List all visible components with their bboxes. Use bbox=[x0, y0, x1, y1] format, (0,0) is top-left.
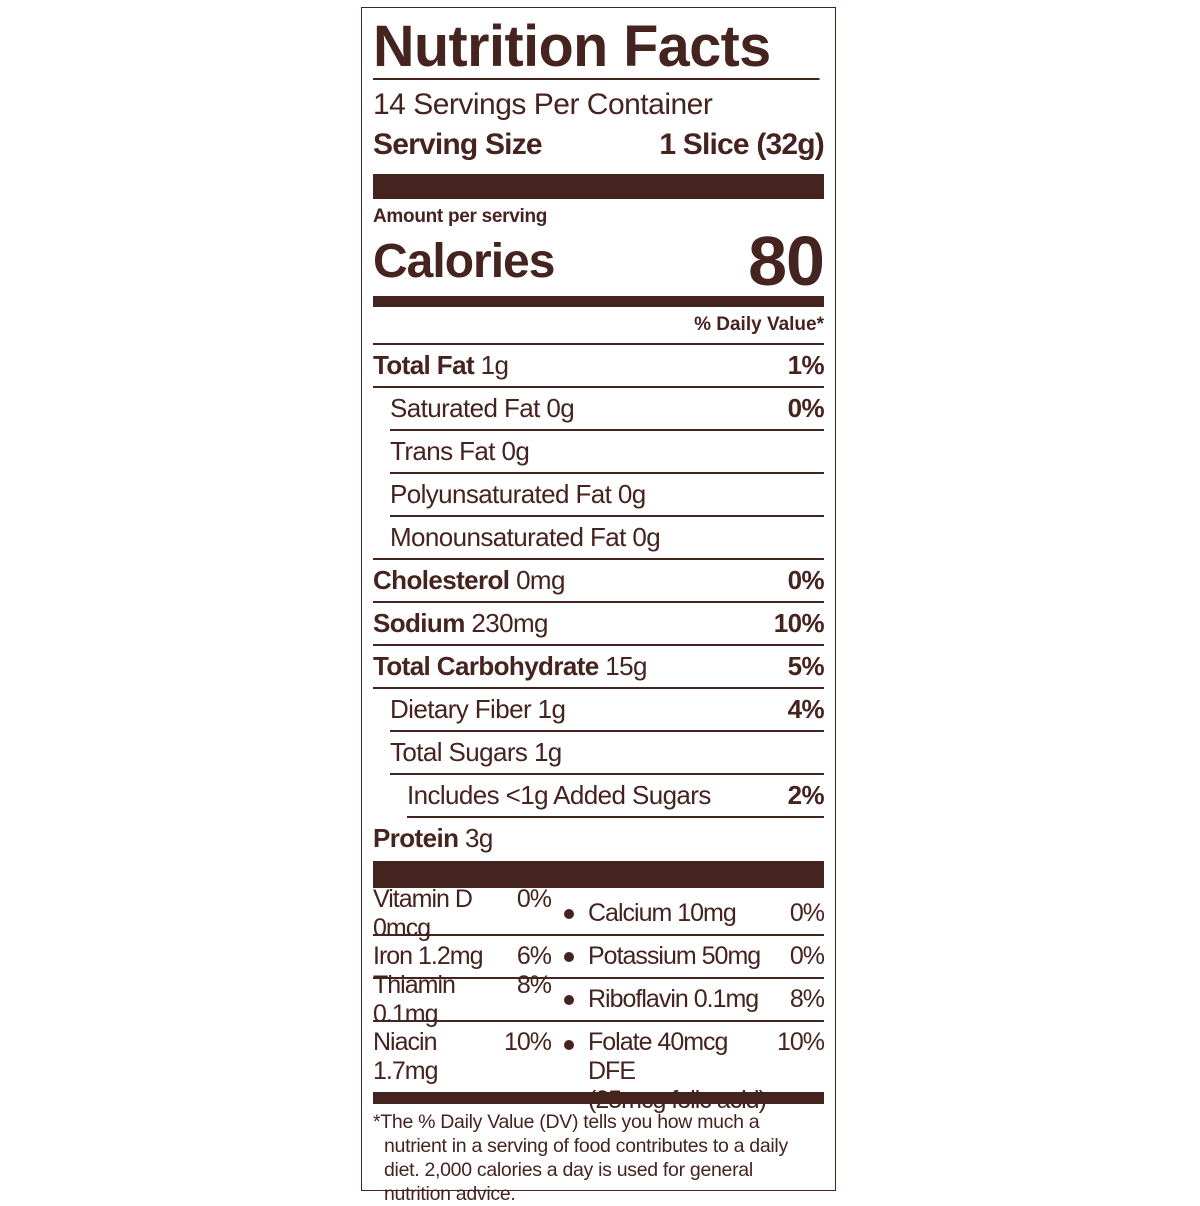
vitamin-name: Calcium 10mg bbox=[588, 899, 737, 927]
nutrient-name: Sodium bbox=[373, 608, 465, 638]
serving-size-label: Serving Size bbox=[373, 128, 543, 161]
nutrient-row-dietary-fiber: Dietary Fiber 1g 4% bbox=[390, 689, 825, 732]
vitamin-dv: 0% bbox=[516, 884, 552, 913]
thick-divider bbox=[373, 174, 824, 199]
nutrient-row-total-sugars: Total Sugars 1g bbox=[390, 732, 824, 775]
nutrient-name: Total Fat bbox=[373, 350, 475, 380]
vitamin-row: Niacin 1.7mg 10% Folate 40mcg DFE 10% (25m… bbox=[373, 1022, 825, 1114]
vitamin-row: Thiamin 0.1mg 8% Riboflavin 0.1mg 8% bbox=[373, 971, 825, 1028]
nutrient-name: Protein bbox=[373, 823, 459, 853]
serving-size-value: 1 Slice (32g) bbox=[659, 128, 824, 161]
vitamin-name: Riboflavin 0.1mg bbox=[588, 985, 759, 1013]
vitamin-row: Iron 1.2mg 6% Potassium 50mg 0% bbox=[373, 936, 825, 979]
vitamin-note: (25mcg folic acid) bbox=[588, 1086, 767, 1114]
calories-row: Calories 80 bbox=[373, 222, 825, 300]
nutrient-row-total-fat: Total Fat 1g 1% bbox=[373, 345, 825, 388]
footnote: *The % Daily Value (DV) tells you how mu… bbox=[373, 1104, 824, 1206]
nutrient-amount: 1g bbox=[480, 350, 509, 380]
daily-value-header-text: % Daily Value* bbox=[694, 314, 824, 335]
nutrient-name: Trans Fat 0g bbox=[390, 436, 530, 466]
calories-value: 80 bbox=[748, 222, 825, 300]
calories-label: Calories bbox=[373, 234, 555, 288]
vitamin-name: Folate 40mcg DFE bbox=[588, 1028, 728, 1085]
vitamin-dv: 0% bbox=[789, 899, 825, 927]
bullet-icon bbox=[564, 951, 574, 962]
nutrient-dv: 0% bbox=[787, 565, 825, 595]
vitamin-name: Thiamin 0.1mg bbox=[373, 970, 456, 1028]
nutrient-name: Total Sugars 1g bbox=[390, 737, 562, 767]
nutrient-row-added-sugars: Includes <1g Added Sugars 2% bbox=[407, 775, 825, 818]
vitamin-dv: 0% bbox=[789, 942, 825, 970]
vitamin-dv: 6% bbox=[516, 942, 552, 970]
vitamin-dv: 8% bbox=[789, 985, 825, 1013]
nutrient-row-saturated-fat: Saturated Fat 0g 0% bbox=[390, 388, 825, 431]
nutrient-row-sodium: Sodium 230mg 10% bbox=[373, 603, 825, 646]
vitamin-row: Vitamin D 0mcg 0% Calcium 10mg 0% bbox=[373, 885, 825, 942]
nutrient-amount: 0mg bbox=[516, 565, 565, 595]
nutrient-dv: 2% bbox=[787, 780, 825, 810]
vitamin-dv: 10% bbox=[503, 1028, 552, 1056]
nutrient-row-cholesterol: Cholesterol 0mg 0% bbox=[373, 560, 825, 603]
amount-per-serving: Amount per serving bbox=[373, 206, 548, 227]
nutrient-name: Saturated Fat 0g bbox=[390, 393, 575, 423]
nutrient-dv: 10% bbox=[773, 608, 825, 638]
nutrient-name: Includes <1g Added Sugars bbox=[407, 780, 711, 810]
nutrient-amount: 230mg bbox=[471, 608, 548, 638]
nutrient-dv: 0% bbox=[787, 393, 825, 423]
medium-divider bbox=[373, 296, 824, 307]
nutrient-row-total-carbohydrate: Total Carbohydrate 15g 5% bbox=[373, 646, 825, 689]
nutrient-dv: 5% bbox=[787, 651, 825, 681]
vitamin-dv: 10% bbox=[776, 1028, 825, 1056]
footnote-text: *The % Daily Value (DV) tells you how mu… bbox=[373, 1111, 788, 1205]
nutrition-facts-label: Nutrition Facts 14 Servings Per Containe… bbox=[361, 7, 836, 1205]
medium-divider bbox=[373, 1092, 824, 1104]
bullet-icon bbox=[564, 908, 574, 919]
nutrient-row-monounsaturated-fat: Monounsaturated Fat 0g bbox=[373, 517, 824, 560]
nutrient-row-trans-fat: Trans Fat 0g bbox=[390, 431, 824, 474]
nutrient-dv: 4% bbox=[787, 694, 825, 724]
servings-per-container: 14 Servings Per Container bbox=[373, 88, 713, 121]
nutrient-amount: 3g bbox=[465, 823, 493, 853]
nutrient-name: Dietary Fiber 1g bbox=[390, 694, 566, 724]
bullet-icon bbox=[564, 994, 574, 1005]
nutrient-name: Polyunsaturated Fat 0g bbox=[390, 479, 646, 509]
nutrient-name: Total Carbohydrate bbox=[373, 651, 599, 681]
nutrient-dv: 1% bbox=[787, 350, 825, 380]
nutrient-name: Cholesterol bbox=[373, 565, 510, 595]
label-title: Nutrition Facts bbox=[373, 8, 820, 80]
serving-size-row: Serving Size 1 Slice (32g) bbox=[373, 124, 825, 166]
nutrient-name: Monounsaturated Fat 0g bbox=[390, 522, 661, 552]
daily-value-header: % Daily Value* bbox=[373, 307, 824, 345]
nutrient-row-protein: Protein 3g bbox=[373, 818, 824, 859]
nutrient-amount: 15g bbox=[605, 651, 647, 681]
nutrient-row-polyunsaturated-fat: Polyunsaturated Fat 0g bbox=[390, 474, 824, 517]
vitamin-name: Niacin 1.7mg bbox=[373, 1028, 438, 1085]
bullet-icon bbox=[564, 1040, 574, 1050]
vitamin-name: Iron 1.2mg bbox=[373, 942, 484, 970]
thick-divider bbox=[373, 861, 824, 888]
vitamin-dv: 8% bbox=[516, 970, 552, 999]
vitamin-name: Potassium 50mg bbox=[588, 942, 761, 970]
vitamin-name: Vitamin D 0mcg bbox=[373, 884, 473, 942]
